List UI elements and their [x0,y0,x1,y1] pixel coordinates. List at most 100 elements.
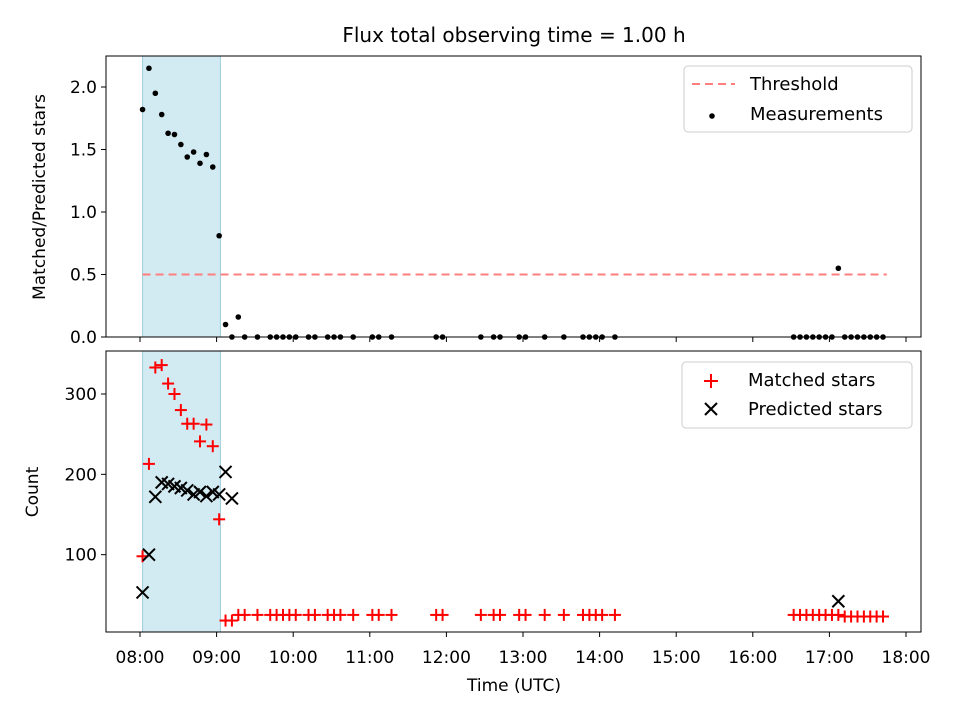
matched-star-point [289,608,302,621]
measurement-point [235,314,242,320]
matched-legend-icon [704,374,718,388]
matched-star-point [474,608,487,621]
x-tick-label: 08:00 [116,648,165,668]
y-tick-label: 300 [65,385,97,405]
matched-star-point [385,608,398,621]
measurement-point [197,160,203,167]
measurement-point [190,149,197,155]
matched-star-point [334,608,347,621]
measurement-point [184,154,191,160]
matched-star-point [877,610,890,623]
x-tick-label: 16:00 [728,648,777,668]
count-points [135,359,890,627]
x-tick-label: 13:00 [499,648,548,668]
top-axes-frame [105,55,922,338]
x-tick-label: 12:00 [422,648,471,668]
y-tick-label: 0.5 [70,266,97,286]
predicted-star-point [199,489,214,503]
predicted-star-point [142,547,156,562]
y-tick-label: 0.0 [70,328,97,348]
measurement-point [158,111,165,118]
bottom-legend-label: Matched stars [748,370,875,391]
measurement-point [216,232,222,239]
predicted-star-point [180,483,194,498]
bottom-panel: 100 200 300 08:00 09:00 10:00 11:00 12:00 13:00 1… [23,350,931,696]
matched-star-point [200,418,213,431]
matched-star-point [372,608,385,621]
measurement-point [203,151,210,158]
matched-star-point [557,608,570,621]
x-tick-label: 14:00 [575,648,624,668]
matched-star-point [155,359,168,372]
x-tick-label: 17:00 [805,648,854,668]
y-tick-label: 200 [65,465,97,485]
measurement-point [178,141,184,148]
predicted-star-point [212,487,226,502]
matched-star-point [206,440,219,453]
top-axis-ticks: 0.0 0.5 1.0 1.5 2.0 [70,78,907,348]
top-legend-label: Threshold [749,74,839,95]
measurement-legend-icon [709,113,715,119]
measurement-point [222,321,229,328]
matched-star-point [308,608,321,621]
measurement-point [139,106,146,113]
top-legend-box [683,65,913,133]
matched-star-point [168,388,181,400]
measurement-point [146,65,152,72]
matched-star-point [213,513,226,526]
matched-star-point [519,608,532,621]
matched-star-point [436,608,449,621]
matched-star-point [187,417,200,430]
matched-star-point [538,608,551,621]
x-tick-label: 09:00 [192,648,241,668]
predicted-star-point [193,485,207,499]
chart-title: Flux total observing time = 1.00 h [342,23,685,47]
matched-star-point [494,608,507,621]
matched-star-point [347,608,360,621]
matched-star-point [596,608,609,621]
x-tick-label: 11:00 [345,648,394,668]
top-panel: 0.00.51.01.52.0 Matched/Predicted stars … [30,55,922,348]
matched-star-point [174,404,187,417]
top-legend: Threshold Measurements [683,65,913,133]
x-tick-label: 10:00 [269,648,318,668]
matched-star-point [225,614,238,627]
measurement-point [209,164,216,170]
y-tick-label: 1.0 [70,203,97,223]
matched-star-point [149,361,162,374]
bottom-shaded-interval [142,350,221,633]
measurement-point [835,265,842,272]
x-tick-label: 18:00 [882,648,931,668]
bottom-axes-frame [105,350,922,633]
top-shaded-interval [142,55,221,338]
bottom-legend-box [681,361,913,429]
predicted-star-point [218,465,233,479]
matched-star-point [608,608,621,621]
matched-star-point [194,435,207,448]
matched-star-point [251,608,264,621]
measurement-point [171,131,178,138]
matched-star-point [142,457,155,470]
y-tick-label: 2.0 [70,78,97,98]
predicted-star-point [135,585,150,600]
bottom-legend: Matched stars Predicted stars [681,361,913,429]
matched-star-point [162,377,175,390]
measurement-point [152,90,159,97]
matched-star-point [832,608,845,621]
bottom-legend-label: Predicted stars [748,399,882,420]
predicted-star-point [148,490,163,504]
bottom-y-axis-label: Count [23,466,43,517]
y-tick-label: 1.5 [70,141,97,161]
measurement-point [165,130,171,137]
predicted-star-point [225,491,239,506]
predicted-star-point [831,594,846,608]
x-axis-label: Time (UTC) [466,676,561,696]
top-legend-label: Measurements [750,104,883,125]
bottom-axis-ticks: 100 200 300 08:00 09:00 10:00 11:00 12:00 13:00 1… [65,385,931,668]
top-y-axis-label: Matched/Predicted stars [30,94,50,300]
matched-star-point [238,608,251,621]
predicted-legend-icon [704,402,718,416]
x-tick-label: 15:00 [652,648,701,668]
y-tick-label: 100 [65,546,97,566]
